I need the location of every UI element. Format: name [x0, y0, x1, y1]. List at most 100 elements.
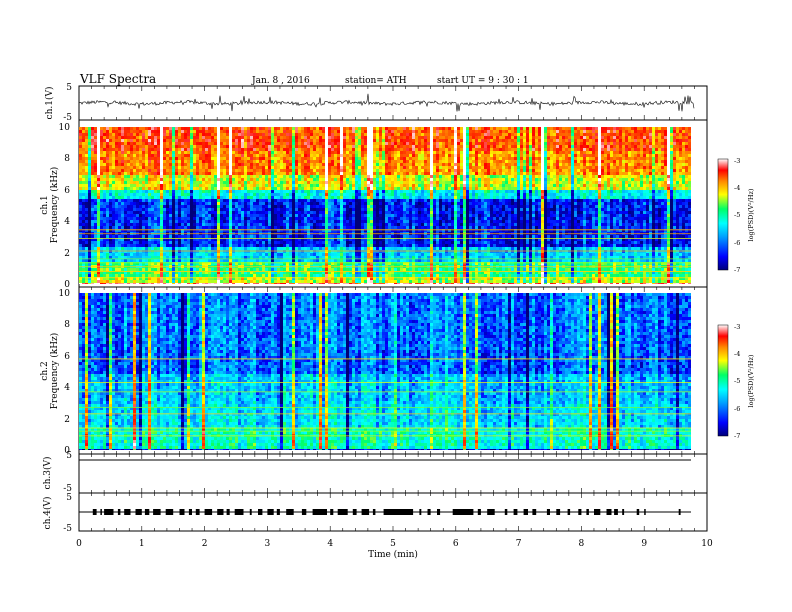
spectrogram-cell	[292, 220, 295, 223]
spectrogram-cell	[154, 169, 157, 172]
spectrogram-cell	[145, 277, 148, 280]
spectrogram-cell	[265, 250, 268, 253]
spectrogram-cell	[124, 241, 127, 244]
spectrogram-cell	[304, 220, 307, 223]
spectrogram-cell	[160, 256, 163, 259]
spectrogram-cell	[217, 172, 220, 175]
spectrogram-cell	[298, 268, 301, 271]
spectrogram-cell	[85, 229, 88, 232]
spectrogram-cell	[208, 280, 211, 283]
spectrogram-cell	[304, 244, 307, 247]
spectrogram-cell	[97, 148, 100, 151]
spectrogram-cell	[334, 253, 337, 256]
spectrogram-cell	[211, 268, 214, 271]
spectrogram-cell	[94, 196, 97, 199]
spectrogram-cell	[166, 127, 169, 130]
spectrogram-cell	[97, 130, 100, 133]
spectrogram-cell	[190, 283, 193, 284]
spectrogram-cell	[184, 205, 187, 208]
spectrogram-cell	[226, 139, 229, 142]
spectrogram-cell	[244, 142, 247, 145]
spectrogram-cell	[208, 169, 211, 172]
spectrogram-cell	[265, 178, 268, 181]
spectrogram-cell	[184, 166, 187, 169]
spectrogram-cell	[358, 160, 361, 163]
spectrogram-cell	[190, 256, 193, 259]
ch1-ylabel: ch.1(V)	[44, 87, 55, 120]
spectrogram-cell	[88, 208, 91, 211]
spectrogram-cell	[211, 271, 214, 274]
spectrogram-cell	[220, 244, 223, 247]
spectrogram-cell	[298, 130, 301, 133]
spectrogram-cell	[310, 214, 313, 217]
spectrogram-cell	[196, 208, 199, 211]
spectrogram-cell	[289, 142, 292, 145]
spectrogram-cell	[334, 175, 337, 178]
spectrogram-cell	[127, 268, 130, 271]
spectrogram-cell	[232, 127, 235, 130]
spectrogram-cell	[358, 280, 361, 283]
spectrogram-cell	[145, 283, 148, 284]
spectrogram-cell	[277, 202, 280, 205]
spectrogram-cell	[277, 238, 280, 241]
spectrogram-cell	[295, 196, 298, 199]
spectrogram-cell	[337, 235, 340, 238]
spectrogram-cell	[223, 187, 226, 190]
spectrogram-cell	[79, 145, 82, 148]
spectrogram-cell	[337, 166, 340, 169]
spectrogram-cell	[289, 127, 292, 130]
spectrogram-cell	[283, 172, 286, 175]
spectrogram-cell	[109, 160, 112, 163]
spectrogram-cell	[241, 211, 244, 214]
spectrogram-cell	[280, 277, 283, 280]
spectrogram-cell	[349, 127, 352, 130]
spectrogram-cell	[310, 238, 313, 241]
spectrogram-cell	[100, 205, 103, 208]
spectrogram-cell	[235, 208, 238, 211]
spectrogram-cell	[331, 139, 334, 142]
spectrogram-cell	[358, 205, 361, 208]
spectrogram-cell	[130, 193, 133, 196]
spectrogram-cell	[232, 271, 235, 274]
spectrogram-cell	[283, 160, 286, 163]
spectrogram-cell	[202, 157, 205, 160]
spectrogram-cell	[331, 217, 334, 220]
spectrogram-cell	[349, 166, 352, 169]
spectrogram-cell	[268, 148, 271, 151]
spectrogram-cell	[229, 211, 232, 214]
spectrogram-cell	[142, 142, 145, 145]
spectrogram-cell	[181, 148, 184, 151]
spectrogram-cell	[274, 139, 277, 142]
spectrogram-cell	[178, 163, 181, 166]
spectrogram-cell	[241, 145, 244, 148]
spectrogram-cell	[103, 211, 106, 214]
spectrogram-cell	[184, 175, 187, 178]
spectrogram-cell	[181, 157, 184, 160]
spectrogram-cell	[133, 211, 136, 214]
spectrogram-cell	[280, 166, 283, 169]
spectrogram-cell	[259, 253, 262, 256]
spectrogram-cell	[109, 139, 112, 142]
spectrogram-cell	[274, 241, 277, 244]
spectrogram-cell	[253, 184, 256, 187]
spectrogram-cell	[301, 199, 304, 202]
spectrogram-cell	[160, 214, 163, 217]
spectrogram-cell	[355, 178, 358, 181]
spectrogram-cell	[244, 211, 247, 214]
spectrogram-cell	[169, 127, 172, 130]
spectrogram-cell	[358, 172, 361, 175]
spectrogram-cell	[184, 193, 187, 196]
spectrogram-cell	[223, 160, 226, 163]
spectrogram-cell	[358, 229, 361, 232]
spectrogram-cell	[106, 181, 109, 184]
spectrogram-cell	[169, 184, 172, 187]
spectrogram-cell	[247, 277, 250, 280]
spectrogram-cell	[310, 127, 313, 130]
spectrogram-cell	[325, 142, 328, 145]
spectrogram-cell	[142, 157, 145, 160]
spectrogram-cell	[106, 205, 109, 208]
spectrogram-cell	[109, 277, 112, 280]
spectrogram-cell	[130, 238, 133, 241]
spectrogram-cell	[304, 259, 307, 262]
spectrogram-cell	[304, 235, 307, 238]
